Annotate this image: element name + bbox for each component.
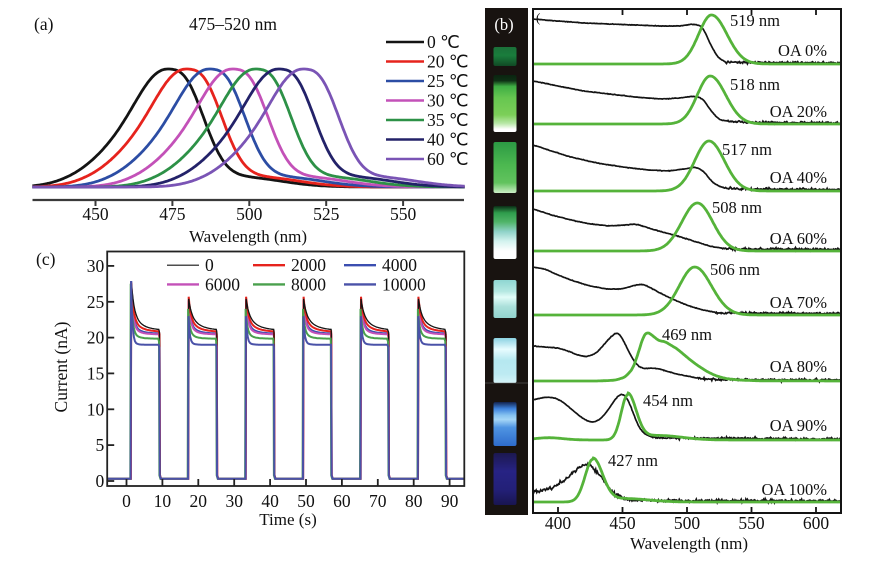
svg-text:427 nm: 427 nm — [608, 451, 658, 470]
svg-text:40: 40 — [261, 491, 279, 511]
svg-text:500: 500 — [674, 513, 701, 533]
svg-text:OA 60%: OA 60% — [770, 229, 828, 248]
svg-text:475–520 nm: 475–520 nm — [189, 14, 277, 34]
svg-text:15: 15 — [87, 363, 105, 383]
svg-text:525: 525 — [313, 204, 340, 224]
svg-text:60 ℃: 60 ℃ — [427, 149, 469, 169]
svg-text:519 nm: 519 nm — [730, 11, 780, 30]
svg-text:40 ℃: 40 ℃ — [427, 130, 469, 150]
svg-text:OA 100%: OA 100% — [761, 480, 827, 499]
svg-text:10: 10 — [87, 399, 105, 419]
svg-text:475: 475 — [159, 204, 186, 224]
svg-text:70: 70 — [369, 491, 387, 511]
svg-text:454 nm: 454 nm — [643, 391, 693, 410]
svg-text:35 ℃: 35 ℃ — [427, 110, 469, 130]
svg-text:30: 30 — [87, 256, 105, 276]
svg-text:550: 550 — [390, 204, 417, 224]
svg-text:550: 550 — [738, 513, 765, 533]
svg-text:50: 50 — [297, 491, 315, 511]
svg-text:500: 500 — [236, 204, 263, 224]
svg-text:Current (nA): Current (nA) — [51, 321, 71, 412]
svg-text:0: 0 — [205, 255, 214, 275]
svg-text:0: 0 — [95, 471, 104, 491]
svg-text:(c): (c) — [36, 249, 56, 269]
svg-text:Wavelength (nm): Wavelength (nm) — [189, 227, 307, 246]
svg-text:30: 30 — [225, 491, 243, 511]
svg-text:25: 25 — [87, 292, 105, 312]
svg-text:600: 600 — [803, 513, 830, 533]
svg-text:508 nm: 508 nm — [712, 198, 762, 217]
svg-text:518 nm: 518 nm — [730, 75, 780, 94]
svg-text:469 nm: 469 nm — [662, 325, 712, 344]
svg-text:20 ℃: 20 ℃ — [427, 52, 469, 72]
svg-text:OA 40%: OA 40% — [770, 168, 828, 187]
svg-text:6000: 6000 — [205, 274, 240, 294]
svg-text:OA 20%: OA 20% — [770, 102, 828, 121]
svg-text:Time (s): Time (s) — [259, 510, 316, 529]
svg-text:(: ( — [536, 10, 540, 25]
svg-text:OA 70%: OA 70% — [770, 293, 828, 312]
svg-text:4000: 4000 — [382, 255, 417, 275]
svg-text:(a): (a) — [34, 14, 54, 34]
svg-text:400: 400 — [545, 513, 572, 533]
svg-text:60: 60 — [333, 491, 351, 511]
svg-text:450: 450 — [82, 204, 109, 224]
svg-text:Wavelength (nm): Wavelength (nm) — [630, 534, 748, 553]
svg-text:20: 20 — [87, 328, 105, 348]
svg-text:5: 5 — [95, 435, 104, 455]
svg-text:(b): (b) — [494, 15, 513, 34]
svg-text:450: 450 — [609, 513, 636, 533]
svg-text:25 ℃: 25 ℃ — [427, 71, 469, 91]
svg-text:0 ℃: 0 ℃ — [427, 32, 460, 52]
svg-text:80: 80 — [405, 491, 423, 511]
svg-text:8000: 8000 — [291, 274, 326, 294]
svg-text:2000: 2000 — [291, 255, 326, 275]
svg-text:90: 90 — [441, 491, 459, 511]
svg-text:506 nm: 506 nm — [710, 260, 760, 279]
svg-text:OA 0%: OA 0% — [778, 41, 827, 60]
svg-text:0: 0 — [122, 491, 131, 511]
svg-text:517 nm: 517 nm — [722, 140, 772, 159]
svg-text:20: 20 — [190, 491, 208, 511]
svg-text:OA 90%: OA 90% — [770, 416, 828, 435]
svg-text:10: 10 — [154, 491, 172, 511]
svg-text:10000: 10000 — [382, 274, 426, 294]
svg-text:OA 80%: OA 80% — [770, 357, 828, 376]
svg-text:30 ℃: 30 ℃ — [427, 91, 469, 111]
